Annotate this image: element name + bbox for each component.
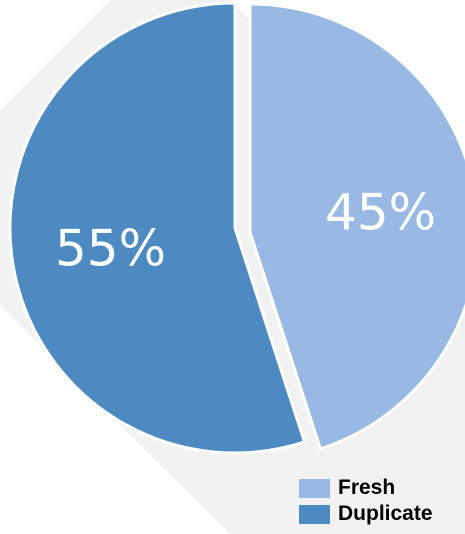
legend-item-fresh: Fresh — [299, 475, 433, 501]
legend-label-duplicate: Duplicate — [338, 502, 433, 525]
legend-item-duplicate: Duplicate — [299, 501, 433, 527]
legend-swatch-fresh — [299, 478, 330, 498]
legend-swatch-duplicate — [299, 504, 330, 524]
slice-label-duplicate: 55% — [55, 220, 166, 278]
pie-slice-duplicate — [8, 1, 307, 455]
slice-label-fresh: 45% — [325, 183, 436, 241]
pie-slice-fresh — [248, 2, 465, 451]
legend: Fresh Duplicate — [299, 475, 433, 527]
legend-label-fresh: Fresh — [338, 476, 396, 499]
